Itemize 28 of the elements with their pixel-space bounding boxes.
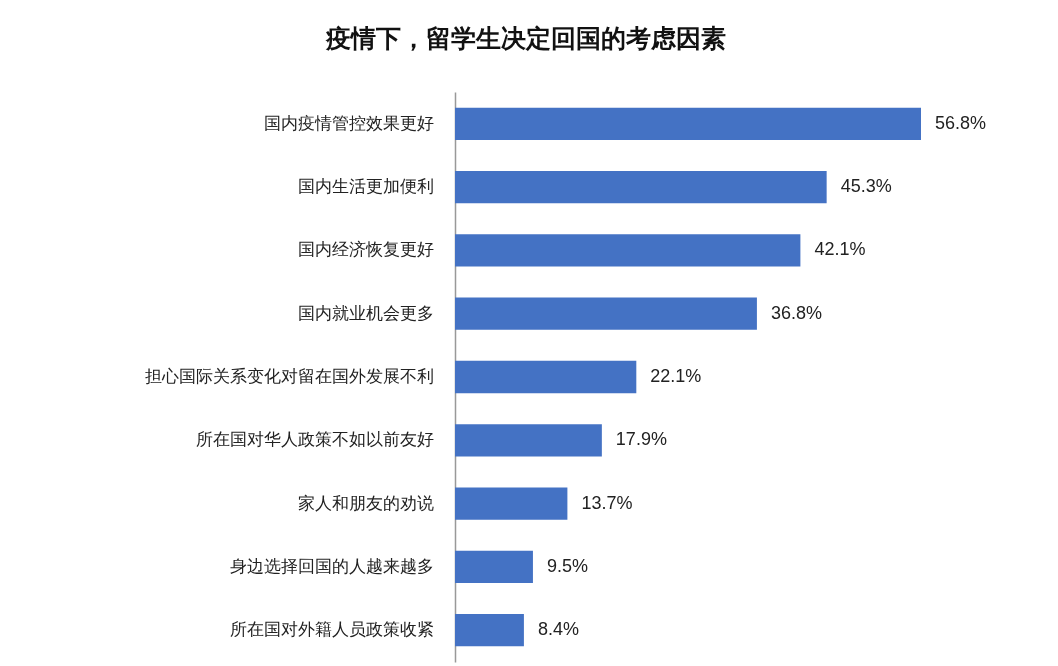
y-tick-label: 所在国对华人政策不如以前友好: [195, 430, 434, 450]
y-tick-label: 担心国际关系变化对留在国外发展不利: [144, 367, 434, 386]
chart-title: 疫情下，留学生决定回国的考虑因素: [325, 24, 726, 52]
y-tick-label: 国内经济恢复更好: [297, 240, 434, 260]
data-label: 56.8%: [935, 112, 987, 133]
bar: [455, 613, 524, 647]
bar: [455, 487, 568, 520]
data-label: 22.1%: [650, 366, 702, 386]
y-tick-label: 身边选择回国的人越来越多: [229, 556, 434, 576]
y-tick-label: 家人和朋友的劝说: [297, 493, 434, 513]
bar: [455, 360, 637, 394]
data-label: 13.7%: [581, 492, 633, 513]
bar: [455, 550, 533, 583]
bar: [455, 234, 801, 267]
y-tick-label: 国内生活更加便利: [297, 177, 434, 197]
data-label: 9.5%: [546, 555, 588, 576]
data-label: 36.8%: [770, 302, 822, 323]
data-label: 45.3%: [840, 176, 892, 197]
bar: [455, 297, 757, 330]
bar: [455, 424, 602, 457]
bar: [455, 171, 827, 204]
bar: [455, 107, 921, 141]
data-label: 8.4%: [537, 619, 579, 640]
y-tick-label: 所在国对外籍人员政策收紧: [229, 620, 434, 640]
data-label: 42.1%: [814, 239, 866, 260]
y-tick-label: 国内就业机会更多: [297, 303, 434, 323]
data-label: 17.9%: [615, 429, 667, 450]
y-tick-label: 国内疫情管控效果更好: [263, 113, 434, 133]
